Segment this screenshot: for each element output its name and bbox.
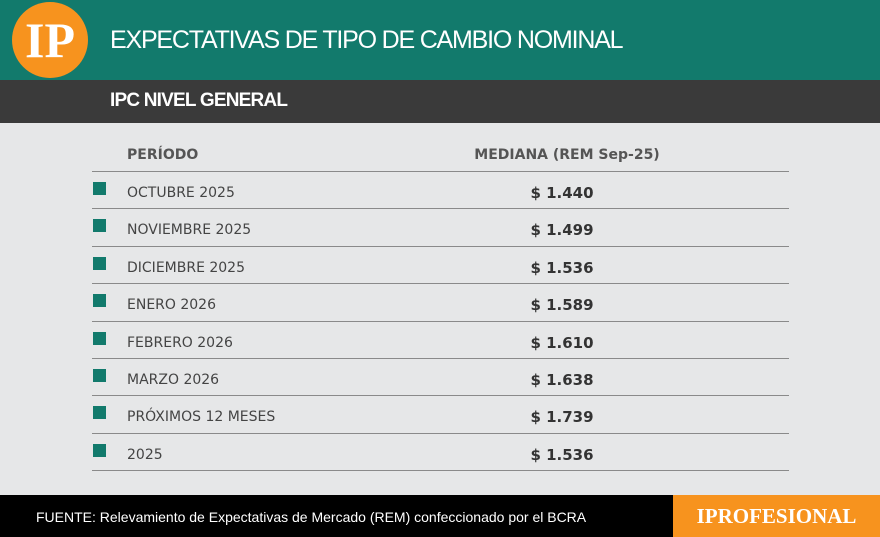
column-header: MEDIANA (REM Sep-25) [474,147,660,163]
median-value: $ 1.638 [530,371,594,389]
period: DICIEMBRE 2025 [127,259,245,276]
brand: IPROFESIONAL [673,495,880,537]
median-value: $ 1.536 [530,445,594,464]
rule [92,470,789,472]
logo: IP [12,2,88,78]
rule [92,171,789,172]
rule [92,320,789,322]
median-value: $ 1.589 [530,296,594,315]
rule [92,358,789,359]
row-marker [93,219,106,233]
rule [92,283,789,285]
median-value: $ 1.536 [530,258,594,277]
rule [92,395,789,397]
median-value: $ 1.440 [530,184,594,202]
period: FEBRERO 2026 [127,334,233,351]
row-marker [93,406,106,420]
row-marker [93,182,106,195]
rule [92,432,789,434]
row-marker [93,294,106,308]
period: OCTUBRE 2025 [127,185,235,201]
period: MARZO 2026 [127,372,220,388]
period: 2025 [127,446,163,463]
header-bar [0,0,880,80]
subheader-bar [0,80,880,123]
period: ENERO 2026 [127,297,216,314]
row-marker [93,369,106,382]
period: NOVIEMBRE 2025 [127,222,252,239]
title: EXPECTATIVAS DE TIPO DE CAMBIO NOMINAL [110,26,624,54]
subtitle: IPC NIVEL GENERAL [110,90,288,111]
source: FUENTE: Relevamiento de Expectativas de … [36,509,587,525]
median-value: $ 1.499 [530,221,594,240]
median-value: $ 1.610 [530,333,594,352]
row-marker [93,256,106,270]
column-header: PERÍODO [127,147,199,163]
median-value: $ 1.739 [530,408,594,427]
rule [92,208,789,210]
period: PRÓXIMOS 12 MESES [127,409,276,426]
row-marker [93,443,106,457]
row-marker [93,331,106,345]
rule [92,245,789,247]
